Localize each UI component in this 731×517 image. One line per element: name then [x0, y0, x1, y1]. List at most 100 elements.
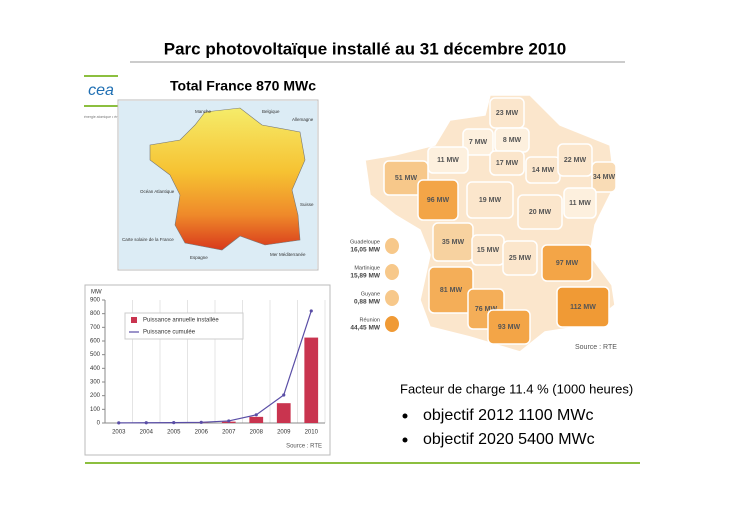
region-label: 8 MW	[503, 137, 522, 144]
legend-swatch	[131, 317, 137, 323]
overseas-value: 0,88 MW	[354, 299, 381, 306]
overseas: Guadeloupe 16,05 MW Martinique 15,89 MW Guya…	[350, 238, 399, 332]
y-tick-label: 700	[90, 325, 101, 331]
sun-map-label: Allemagne	[292, 117, 314, 122]
line-marker	[172, 420, 176, 425]
region-label: 11 MW	[569, 200, 591, 207]
sun-map-label: Océan Atlantique	[140, 189, 175, 194]
y-tick-label: 900	[90, 298, 101, 304]
region-label: 93 MW	[498, 324, 521, 331]
x-tick-label: 2005	[167, 430, 181, 436]
logo: cea	[88, 82, 114, 99]
legend-box	[124, 312, 244, 340]
sun-map-label: Suisse	[300, 202, 314, 207]
region-label: 96 MW	[427, 197, 450, 204]
y-axis-label: MW	[91, 290, 102, 296]
region-label: 81 MW	[440, 287, 463, 294]
overseas-name: Guadeloupe	[350, 239, 380, 245]
x-tick-label: 2006	[195, 430, 209, 436]
title: Parc photovoltaïque installé au 31 décem…	[164, 39, 567, 58]
sun-map-france	[149, 107, 306, 251]
region-label: 51 MW	[395, 175, 418, 182]
region	[462, 128, 494, 156]
y-tick-label: 200	[90, 393, 101, 399]
sun-map-label: Belgique	[262, 109, 280, 114]
region	[489, 150, 525, 176]
sun-map-label: Carte solaire de la France	[122, 237, 174, 242]
line-marker	[117, 421, 121, 425]
y-tick-label: 500	[90, 352, 101, 358]
overseas-name: Martinique	[354, 265, 380, 271]
y-tick-label: 300	[90, 380, 101, 386]
line-marker	[282, 393, 286, 397]
bullet	[402, 437, 408, 443]
overseas-value: 44,45 MW	[350, 325, 380, 332]
y-tick-label: 400	[90, 366, 101, 372]
region	[563, 187, 597, 219]
bullet	[402, 413, 408, 419]
region-label: 7 MW	[469, 139, 488, 146]
region	[427, 146, 469, 174]
x-tick-label: 2008	[250, 430, 264, 436]
sun-map-labels: Manche Belgique Allemagne Suisse Océan Atlan…	[122, 109, 314, 260]
region-label: 112 MW	[570, 304, 596, 311]
map-source: Source : RTE	[575, 344, 617, 351]
overseas-name: Guyane	[361, 291, 380, 297]
line	[118, 310, 312, 424]
overseas-shape	[385, 290, 399, 306]
x-tick-label: 2010	[305, 430, 319, 436]
line-marker	[199, 420, 203, 424]
sun-map-label: Espagne	[190, 255, 208, 260]
y-tick-label: 800	[90, 311, 101, 317]
region-label: 22 MW	[564, 157, 587, 164]
bullet-text: objectif 2020 5400 MWc	[423, 431, 595, 448]
region	[556, 286, 610, 328]
x-tick-label: 2009	[277, 430, 291, 436]
chart-source: Source : RTE	[286, 444, 322, 450]
region	[517, 194, 563, 230]
sun-map-label: Mer Méditerranée	[270, 252, 306, 257]
sun-map-label: Manche	[195, 109, 212, 114]
bar	[276, 403, 291, 423]
overseas-shape	[385, 264, 399, 280]
overseas-shape	[385, 316, 399, 332]
region-label: 14 MW	[532, 167, 555, 174]
region-label: 97 MW	[556, 260, 579, 267]
region-label: 25 MW	[509, 255, 532, 262]
overseas-name: Réunion	[360, 317, 381, 323]
x-tick-label: 2003	[112, 430, 126, 436]
bullet-text: objectif 2012 1100 MWc	[423, 407, 593, 424]
y-tick-label: 100	[90, 407, 101, 413]
overseas-value: 16,05 MW	[350, 247, 380, 254]
region-label: 23 MW	[496, 110, 519, 117]
region	[502, 240, 538, 276]
region-label: 20 MW	[529, 209, 552, 216]
region	[487, 309, 531, 345]
overseas-shape	[385, 238, 399, 254]
region-label: 76 MW	[475, 306, 498, 313]
line-marker	[309, 309, 313, 313]
regions: 23 MW 7 MW 8 MW 11 MW 17 MW 14 MW 22 MW 34 MW 51…	[383, 97, 617, 345]
region-label: 15 MW	[477, 247, 500, 254]
region	[466, 181, 514, 219]
region	[557, 143, 593, 177]
tagline: énergie atomique • énergies alternatives	[84, 115, 147, 119]
y-tick-label: 0	[97, 421, 101, 427]
region	[417, 179, 459, 221]
legend-label: Puissance annuelle installée	[143, 318, 219, 324]
region-label: 11 MW	[437, 157, 459, 164]
region-label: 34 MW	[593, 174, 616, 181]
region-label: 19 MW	[479, 197, 502, 204]
x-tick-label: 2007	[222, 430, 236, 436]
region-label: 35 MW	[442, 239, 465, 246]
line-marker	[227, 419, 231, 423]
legend-label: Puissance cumulée	[143, 330, 196, 336]
overseas-value: 15,89 MW	[350, 273, 380, 280]
note: Facteur de charge 11.4 % (1000 heures)	[400, 381, 633, 396]
chart: MW 0 100 200 300 400 500 600 700 800 900 2003 2004 20…	[90, 290, 326, 450]
subtitle: Total France 870 MWc	[170, 78, 316, 94]
region	[591, 161, 617, 193]
bar	[249, 416, 264, 423]
